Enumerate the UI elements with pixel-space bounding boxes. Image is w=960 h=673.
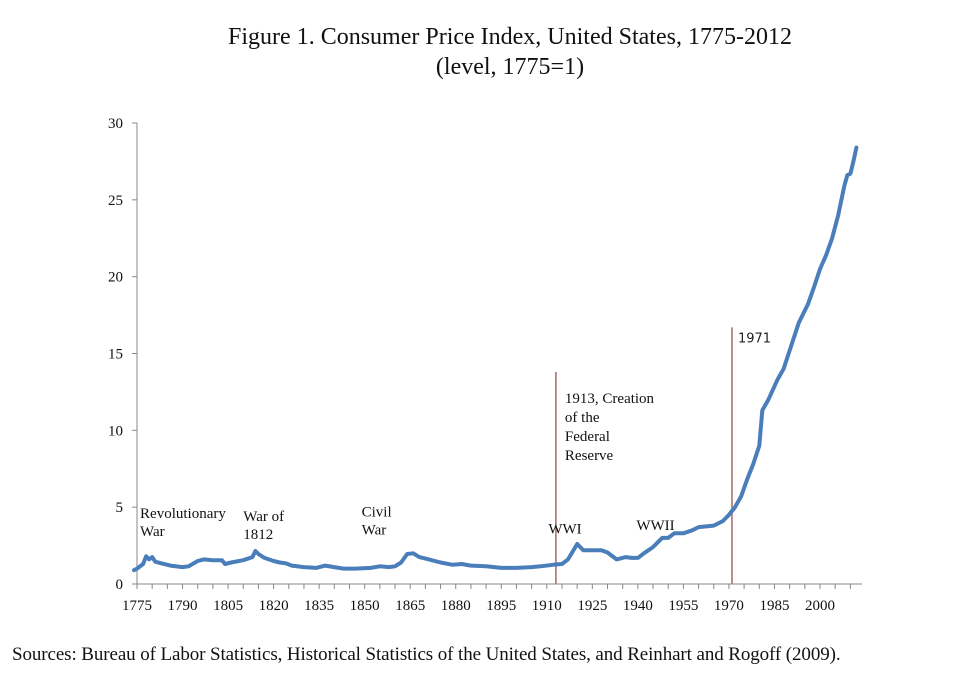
annotation-line: WWII xyxy=(636,518,674,534)
y-tick-label: 0 xyxy=(116,577,124,593)
label-line: of the xyxy=(565,410,600,426)
annotation-wwi: WWI xyxy=(548,521,581,537)
label-line: 1913, Creation xyxy=(565,391,655,407)
x-tick-label: 1880 xyxy=(441,598,471,614)
source-note: Sources: Bureau of Labor Statistics, His… xyxy=(12,644,841,665)
label-line: Federal xyxy=(565,429,610,445)
x-tick-label: 1925 xyxy=(577,598,607,614)
annotation-line: War xyxy=(140,524,165,540)
x-tick-label: 1805 xyxy=(213,598,243,614)
x-tick-label: 1895 xyxy=(486,598,516,614)
y-tick-label: 5 xyxy=(116,500,124,516)
x-tick-label: 1955 xyxy=(668,598,698,614)
y-tick-label: 10 xyxy=(108,423,123,439)
axes: 0 5 10 15 20 25 30 1775 1790 1805 1820 1835 1850 1865… xyxy=(108,116,862,614)
x-tick-label: 1775 xyxy=(122,598,152,614)
annotation-revolutionary-war: Revolutionary War xyxy=(140,506,226,540)
x-tick-label: 1820 xyxy=(259,598,289,614)
annotation-line: Civil xyxy=(362,504,392,520)
y-tick-label: 20 xyxy=(108,270,123,286)
annotation-line: War xyxy=(362,522,387,538)
x-tick-label: 2000 xyxy=(805,598,835,614)
annotation-civil-war: Civil War xyxy=(362,504,392,538)
x-tick-label: 1970 xyxy=(714,598,744,614)
x-tick-label: 1910 xyxy=(532,598,562,614)
annotation-war-of-1812: War of 1812 xyxy=(243,509,284,543)
annotation-line: Revolutionary xyxy=(140,506,226,522)
y-tick-label: 15 xyxy=(108,347,123,363)
reference-line-label-1971: 1971 xyxy=(738,331,771,346)
x-tick-label: 1985 xyxy=(759,598,789,614)
series-layer xyxy=(132,145,859,573)
label-line: 1971 xyxy=(738,331,771,346)
reference-line-label-1913: 1913, Creation of the Federal Reserve xyxy=(565,391,655,464)
y-tick-label: 30 xyxy=(108,116,123,132)
series-line-cpi xyxy=(132,145,859,573)
chart-title: Figure 1. Consumer Price Index, United S… xyxy=(228,24,792,50)
x-tick-label: 1865 xyxy=(395,598,425,614)
x-tick-label: 1790 xyxy=(168,598,198,614)
x-tick-label: 1940 xyxy=(623,598,653,614)
annotation-wwii: WWII xyxy=(636,518,674,534)
label-line: Reserve xyxy=(565,448,614,464)
reference-lines: 1913, Creation of the Federal Reserve 1971 xyxy=(555,327,771,584)
annotation-line: 1812 xyxy=(243,527,273,543)
annotations: Revolutionary War War of 1812 Civil War WWI WWI… xyxy=(140,504,675,543)
chart-subtitle: (level, 1775=1) xyxy=(435,54,585,80)
y-tick-label: 25 xyxy=(108,193,123,209)
x-tick-label: 1850 xyxy=(350,598,380,614)
annotation-line: WWI xyxy=(548,521,581,537)
x-tick-label: 1835 xyxy=(304,598,334,614)
annotation-line: War of xyxy=(243,509,284,525)
